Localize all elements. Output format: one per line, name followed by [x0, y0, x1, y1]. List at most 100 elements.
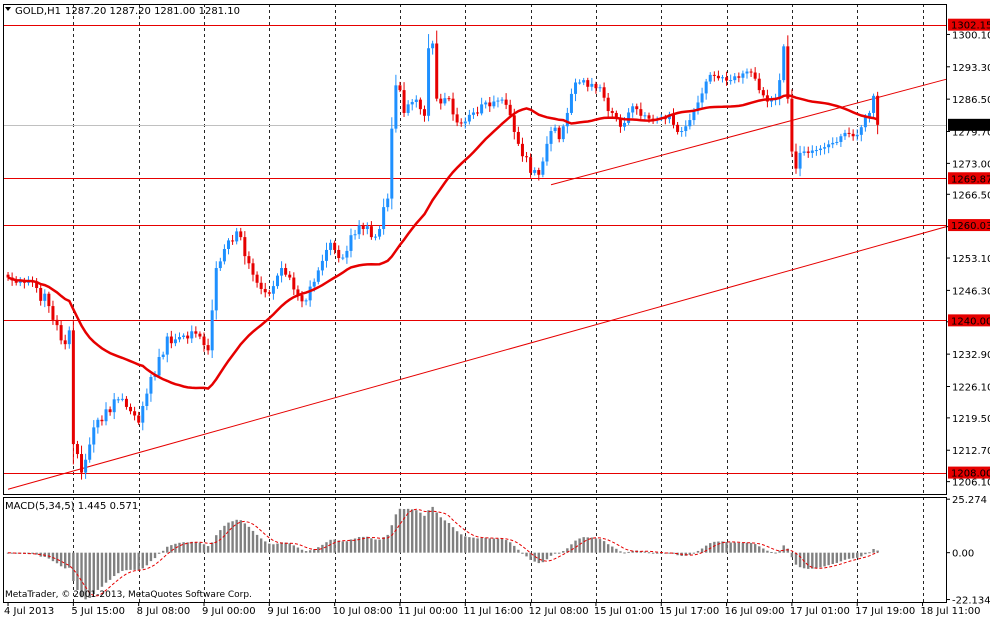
- candlesticks: [6, 30, 880, 480]
- macd-bar: [239, 520, 242, 553]
- candle-body: [623, 122, 627, 127]
- level-tag-label: 1269.87: [951, 174, 990, 185]
- candle-body: [324, 249, 328, 261]
- macd-bar: [243, 523, 247, 553]
- candle-body: [786, 46, 790, 99]
- candle-body: [814, 150, 818, 152]
- price-tick-label: 1266.50: [952, 190, 990, 201]
- candle-body: [863, 116, 867, 128]
- macd-bar: [774, 552, 777, 554]
- macd-bar: [851, 552, 855, 559]
- macd-bar: [219, 530, 222, 553]
- candle-body: [202, 336, 206, 346]
- candle-body: [643, 115, 647, 117]
- price-tick-label: 1219.50: [952, 414, 990, 425]
- candle-body: [725, 77, 729, 81]
- macd-bar: [827, 552, 830, 566]
- macd-bar: [476, 538, 479, 553]
- candle-body: [18, 280, 22, 283]
- macd-bar: [488, 538, 491, 553]
- candle-body: [149, 376, 153, 394]
- candle-body: [353, 234, 357, 236]
- macd-bar: [145, 552, 149, 566]
- macd-panel: [6, 506, 879, 600]
- candle-body: [329, 242, 333, 250]
- candle-body: [80, 454, 84, 473]
- macd-bar: [296, 547, 300, 553]
- macd-bar: [92, 552, 95, 595]
- price-tick-label: 1300.10: [952, 30, 990, 41]
- candle-body: [59, 325, 63, 341]
- candle-body: [631, 106, 635, 113]
- candle-body: [178, 337, 182, 340]
- macd-bar: [860, 552, 863, 557]
- macd-bar: [688, 552, 692, 555]
- candle-body: [414, 99, 418, 102]
- candle-body: [235, 231, 239, 242]
- copyright-text: MetaTrader, © 2001-2013, MetaQuotes Soft…: [5, 590, 252, 600]
- candle-body: [124, 398, 128, 407]
- macd-bar: [533, 552, 536, 562]
- candle-body: [349, 235, 353, 251]
- time-tick-label: 8 Jul 08:00: [137, 606, 191, 617]
- price-axis[interactable]: 1300.10 1293.30 1286.50 1279.70 1273.00 1266.…: [946, 18, 990, 489]
- symbol-header[interactable]: GOLD,H1 1287.20 1287.20 1281.00 1281.10: [5, 6, 240, 17]
- candle-body: [365, 226, 369, 230]
- candle-body: [806, 151, 810, 153]
- candle-body: [700, 93, 704, 103]
- macd-bar: [435, 512, 438, 553]
- candle-body: [512, 115, 516, 132]
- time-tick-label: 16 Jul 09:00: [725, 606, 785, 617]
- candle-body: [333, 242, 337, 250]
- macd-bar: [313, 549, 316, 553]
- candle-body: [169, 336, 173, 344]
- candle-body: [345, 250, 349, 258]
- time-axis[interactable]: 4 Jul 2013 5 Jul 15:00 8 Jul 08:00 9 Jul 00…: [4, 602, 981, 617]
- candle-body: [704, 81, 708, 94]
- macd-bar: [553, 552, 557, 554]
- candle-body: [378, 229, 382, 237]
- macd-bar: [570, 544, 573, 553]
- macd-label: MACD(5,34,5) 1.445 0.571: [5, 501, 138, 512]
- candle-body: [259, 282, 263, 289]
- macd-bar: [647, 552, 651, 554]
- macd-bar: [509, 542, 512, 553]
- candle-body: [382, 207, 386, 230]
- macd-bar: [856, 552, 859, 558]
- macd-bar: [753, 544, 757, 553]
- candle-body: [761, 90, 765, 96]
- price-tick-label: 1226.10: [952, 382, 990, 393]
- candle-body: [300, 295, 304, 302]
- macd-bar: [68, 552, 71, 568]
- macd-bar: [468, 537, 471, 553]
- macd-bar: [431, 506, 434, 553]
- candle-body: [757, 78, 761, 91]
- candle-body: [386, 198, 390, 208]
- candle-body: [267, 292, 271, 294]
- macd-bar: [598, 539, 602, 553]
- macd-bar: [51, 552, 55, 562]
- macd-bar: [517, 549, 520, 553]
- macd-bar: [223, 525, 226, 553]
- candle-body: [431, 43, 435, 49]
- macd-bar: [329, 539, 332, 553]
- candle-body: [606, 97, 610, 112]
- candle-body: [488, 102, 492, 107]
- macd-bar: [455, 531, 459, 553]
- macd-bar: [464, 536, 467, 553]
- candle-body: [794, 151, 798, 169]
- candle-body: [141, 405, 145, 423]
- macd-bar: [419, 512, 422, 553]
- candle-body: [716, 75, 720, 79]
- candle-body: [782, 46, 786, 81]
- macd-bar: [174, 543, 177, 553]
- trendlines[interactable]: [7, 78, 947, 490]
- macd-bar: [778, 550, 781, 553]
- horizontal-levels[interactable]: [3, 25, 946, 474]
- macd-bar: [10, 552, 14, 554]
- macd-bar: [815, 552, 818, 569]
- level-tag-label: 1260.03: [951, 221, 990, 232]
- macd-bar: [300, 549, 304, 553]
- dropdown-triangle-icon[interactable]: [5, 7, 11, 11]
- macd-bar: [133, 552, 136, 570]
